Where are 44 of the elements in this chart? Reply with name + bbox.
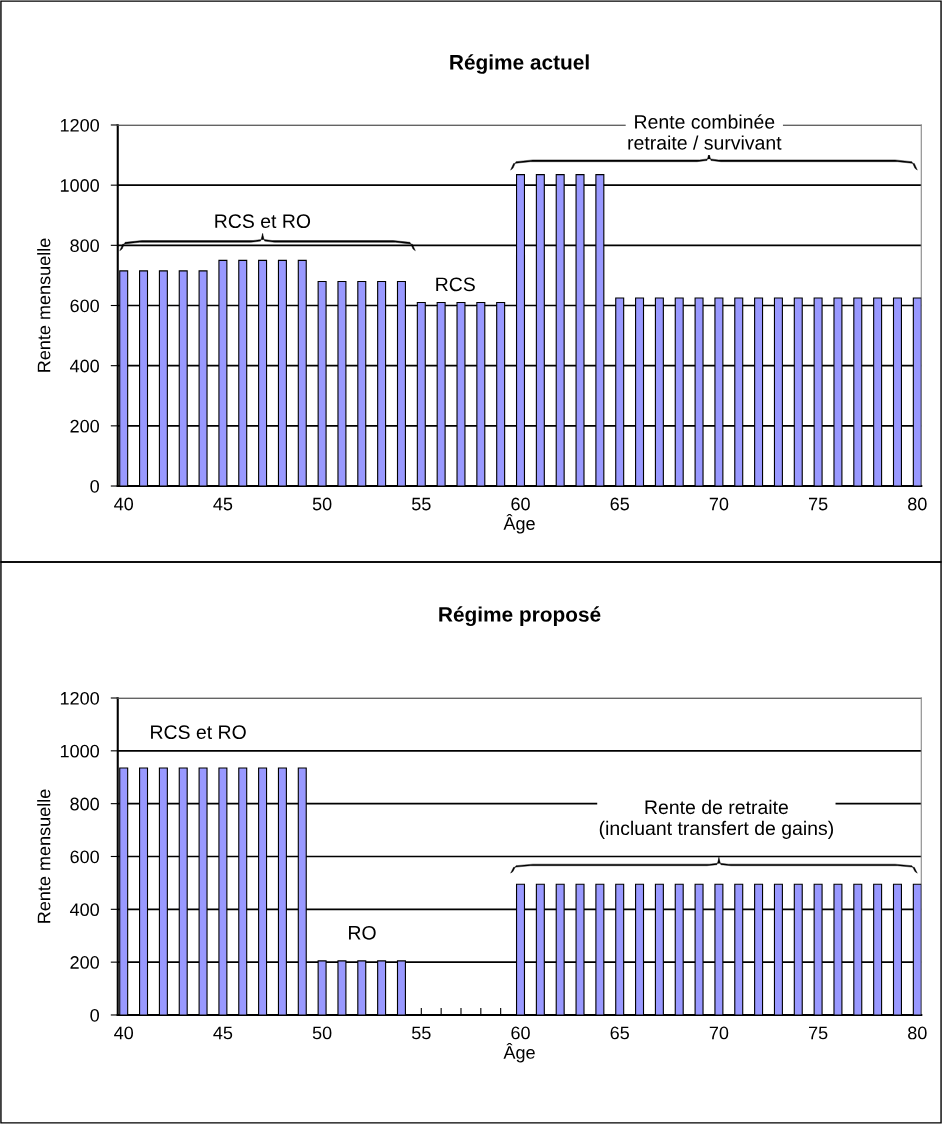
x-axis-title: Âge — [503, 513, 535, 534]
annotation: Rente combinée retraite / survivant — [628, 114, 782, 150]
y-tick-label: 200 — [70, 956, 99, 969]
x-tick-label: 40 — [114, 497, 134, 511]
x-tick-label: 50 — [312, 497, 332, 511]
y-axis-title: Rente mensuelle — [37, 238, 51, 372]
y-tick-label: 600 — [70, 299, 99, 313]
y-tick-label: 800 — [70, 797, 99, 811]
y-tick-label: 1200 — [60, 691, 99, 705]
y-tick-label: 200 — [70, 419, 99, 433]
y-tick-label: 400 — [69, 903, 99, 917]
y-tick-label: 1000 — [60, 744, 99, 758]
x-tick-label: 60 — [511, 497, 530, 511]
y-tick-label: 1200 — [60, 118, 99, 132]
y-tick-label: 600 — [70, 850, 99, 864]
x-tick-label: 55 — [411, 497, 431, 511]
y-tick-label: 0 — [90, 479, 99, 493]
annotation: Rente de retraite (incluant transfert de gains) — [599, 799, 833, 839]
annotation: RCS — [436, 277, 475, 292]
annotation: RO — [349, 925, 376, 940]
x-tick-label: 65 — [610, 497, 629, 511]
x-tick-label: 75 — [808, 497, 828, 511]
x-tick-label: 45 — [213, 1026, 233, 1040]
chart-title: Régime proposé — [439, 606, 601, 627]
x-tick-label: 45 — [213, 497, 233, 511]
x-tick-label: 60 — [511, 1026, 530, 1040]
x-tick-label: 55 — [411, 1026, 431, 1040]
y-tick-label: 1000 — [60, 179, 99, 192]
annotation: RCS et RO — [215, 214, 311, 229]
y-tick-label: 800 — [70, 239, 99, 253]
x-tick-label: 50 — [312, 1026, 332, 1040]
y-tick-label: 400 — [69, 359, 99, 373]
x-tick-label: 80 — [908, 1026, 927, 1040]
x-tick-label: 65 — [610, 1026, 629, 1040]
x-tick-label: 70 — [709, 497, 729, 511]
annotation: RCS et RO — [151, 725, 246, 740]
x-tick-label: 75 — [808, 1026, 828, 1040]
x-axis-title: Âge — [503, 1042, 535, 1063]
x-tick-label: 40 — [114, 1026, 134, 1040]
x-tick-label: 80 — [908, 497, 927, 511]
chart-title: Régime actuel — [450, 54, 589, 74]
y-axis-title: Rente mensuelle — [37, 789, 51, 923]
y-tick-label: 0 — [90, 1008, 99, 1022]
x-tick-label: 70 — [709, 1026, 729, 1040]
